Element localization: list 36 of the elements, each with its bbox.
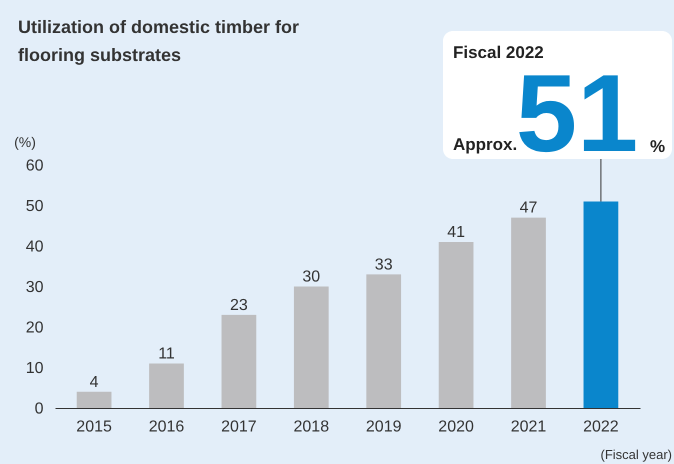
bar: [294, 286, 329, 408]
data-label: 30: [302, 268, 320, 286]
bar: [222, 314, 256, 408]
bar: [149, 363, 184, 408]
data-label: 41: [447, 224, 466, 241]
text: %: [650, 137, 666, 156]
y-tick-label: 10: [26, 360, 44, 377]
x-tick-label: 2021: [510, 418, 546, 436]
bar: [511, 218, 546, 408]
data-label: 4: [90, 374, 99, 391]
y-axis-title: (%): [14, 134, 36, 150]
y-tick-label: 0: [34, 400, 44, 418]
x-tick-label: 2016: [148, 418, 184, 436]
y-tick-label: 30: [26, 279, 44, 296]
y-tick-label: 20: [26, 320, 44, 336]
data-label: 33: [374, 256, 393, 274]
bar: [76, 392, 112, 408]
data-label: 23: [230, 296, 248, 314]
bar: [366, 274, 402, 408]
bar: [438, 242, 474, 408]
data-label: 47: [520, 200, 538, 217]
data-label: 11: [158, 345, 175, 362]
y-tick-label: 60: [26, 158, 44, 174]
x-tick-label: 2015: [76, 418, 112, 436]
y-tick-label: 50: [26, 198, 44, 215]
x-tick-label: 2020: [438, 418, 474, 436]
text: Fiscal 2022: [453, 43, 544, 62]
x-tick-label: 2018: [294, 418, 330, 436]
chart-title: Utilization of domestic timber for flooring substrates: [18, 17, 300, 65]
text: Approx.: [453, 135, 518, 154]
y-tick-label: 40: [26, 238, 44, 256]
x-tick-label: 2017: [221, 418, 257, 436]
bar: [584, 201, 618, 408]
x-tick-label: 2019: [366, 418, 402, 436]
x-tick-label: 2022: [583, 418, 619, 436]
x-axis-title: (Fiscal year): [600, 447, 672, 462]
